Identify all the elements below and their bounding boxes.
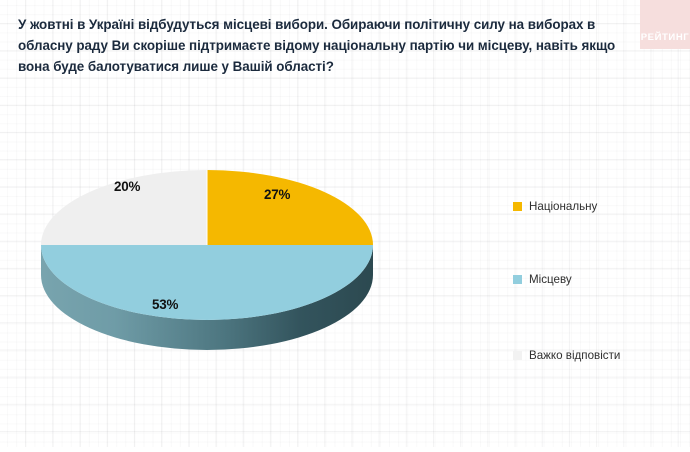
legend-label-local: Місцеву bbox=[529, 273, 572, 286]
legend-label-hard-to-answer: Важко відповісти bbox=[529, 349, 621, 362]
legend-item-hard-to-answer: Важко відповісти bbox=[513, 349, 620, 362]
legend-swatch-icon bbox=[513, 351, 522, 360]
pie-slice-side-local bbox=[41, 245, 373, 350]
pie-value-hard-to-answer: 20% bbox=[114, 179, 141, 194]
pie-slice-top-local bbox=[41, 245, 373, 320]
page-title: У жовтні в Україні відбудуться місцеві в… bbox=[18, 17, 616, 74]
brand-logo-label: РЕЙТИНГ bbox=[640, 32, 690, 43]
pie-value-local: 53% bbox=[152, 297, 179, 312]
brand-logo: РЕЙТИНГ bbox=[640, 0, 690, 49]
legend-swatch-icon bbox=[513, 275, 522, 284]
pie-value-national: 27% bbox=[264, 187, 291, 202]
legend-item-national: Національну bbox=[513, 200, 597, 213]
legend-item-local: Місцеву bbox=[513, 273, 572, 286]
legend-label-national: Національну bbox=[529, 200, 598, 213]
legend-swatch-icon bbox=[513, 202, 522, 211]
pie-slice-top-national bbox=[207, 170, 373, 245]
pie-slice-top-hard-to-answer bbox=[41, 170, 207, 245]
